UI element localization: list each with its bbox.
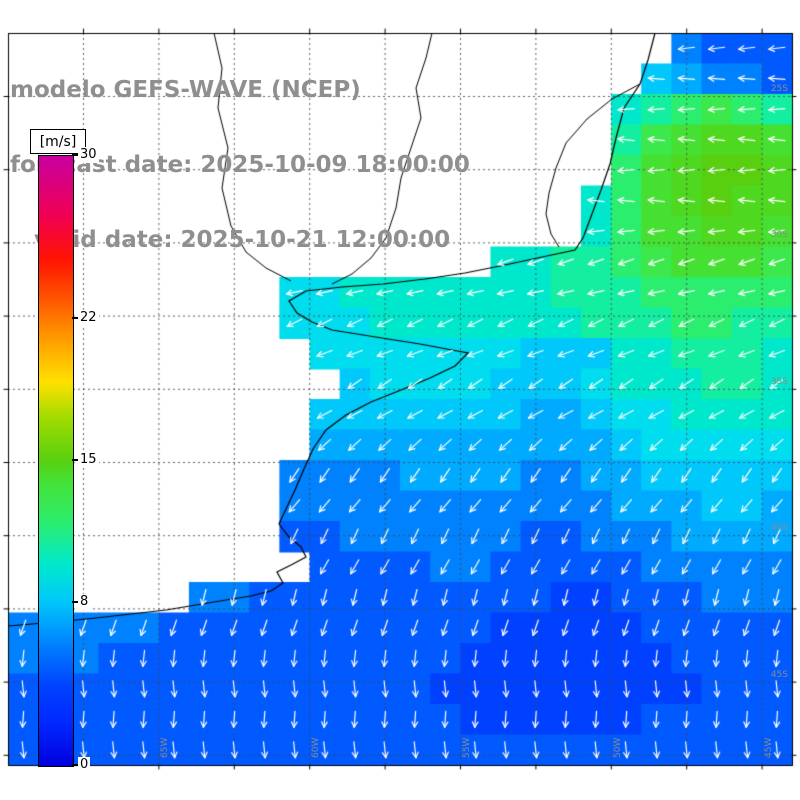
longitude-label: 55W bbox=[462, 737, 472, 758]
colorbar-tick-label: 8 bbox=[78, 594, 91, 611]
colorbar bbox=[38, 155, 74, 767]
model-title: modelo GEFS-WAVE (NCEP) bbox=[10, 77, 361, 103]
colorbar-tick-label: 15 bbox=[78, 452, 99, 468]
colorbar-tick-mark bbox=[72, 154, 78, 156]
longitude-label: 60W bbox=[311, 737, 322, 758]
colorbar-tick-label: 30 bbox=[78, 147, 99, 163]
latitude-label: 25S bbox=[770, 84, 788, 94]
valid-date-line: valid date: 2025-10-21 12:00:00 bbox=[10, 227, 451, 253]
colorbar-unit-label: [m/s] bbox=[30, 129, 86, 154]
latitude-label: 45S bbox=[770, 669, 788, 680]
colorbar-tick-mark bbox=[72, 601, 78, 604]
latitude-label: 35S bbox=[770, 376, 788, 387]
colorbar-tick-mark bbox=[72, 459, 78, 461]
longitude-label: 45W bbox=[763, 737, 774, 758]
title-block: modelo GEFS-WAVE (NCEP) forecast date: 2… bbox=[10, 28, 470, 303]
latitude-label: 40S bbox=[770, 523, 788, 534]
colorbar-tick-label: 0 bbox=[78, 757, 91, 773]
colorbar-tick-mark bbox=[72, 764, 78, 766]
colorbar-tick-label: 22 bbox=[78, 309, 99, 326]
longitude-label: 65W bbox=[160, 737, 171, 758]
latitude-label: 30S bbox=[770, 230, 788, 241]
colorbar-tick-mark bbox=[72, 316, 78, 319]
longitude-label: 50W bbox=[612, 737, 623, 758]
